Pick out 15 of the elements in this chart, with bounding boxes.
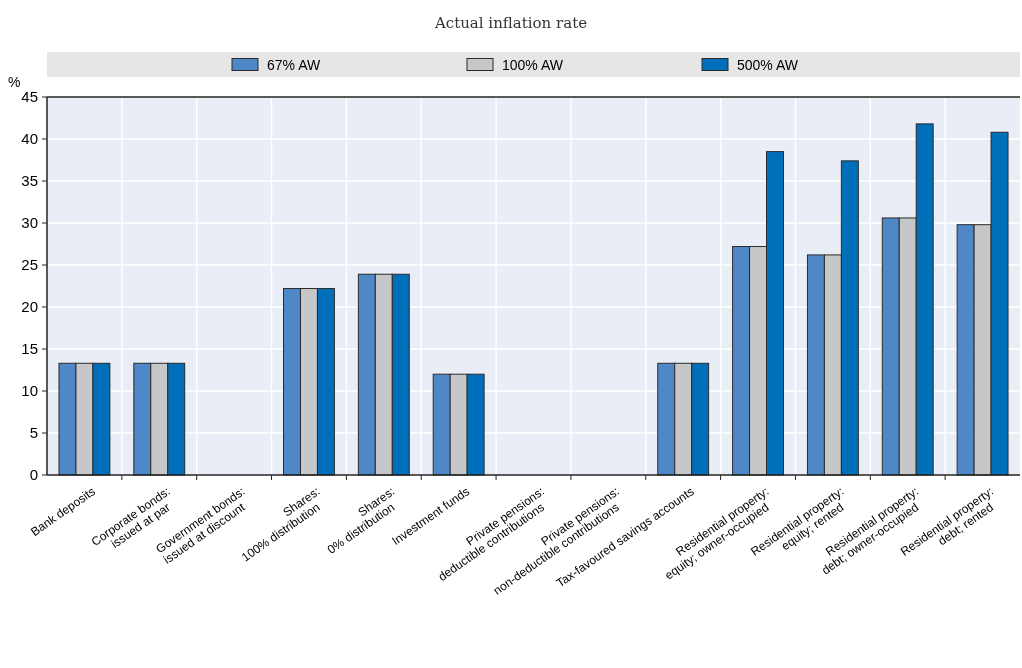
y-tick-label: 40 xyxy=(21,130,38,147)
y-tick-label: 30 xyxy=(21,214,38,231)
legend-label: 67% AW xyxy=(267,56,321,73)
y-axis-title: % xyxy=(8,74,21,90)
y-tick-label: 10 xyxy=(21,382,38,399)
legend-label: 100% AW xyxy=(502,56,564,73)
y-tick-label: 0 xyxy=(29,466,38,483)
legend-label: 500% AW xyxy=(737,56,799,73)
y-tick-label: 5 xyxy=(29,424,38,441)
y-tick-label: 35 xyxy=(21,172,38,189)
chart-subtitle: Actual inflation rate xyxy=(433,14,588,32)
y-tick-label: 20 xyxy=(21,298,38,315)
y-tick-label: 15 xyxy=(21,340,38,357)
y-tick-label: 45 xyxy=(21,88,38,105)
y-tick-label: 25 xyxy=(21,256,38,273)
